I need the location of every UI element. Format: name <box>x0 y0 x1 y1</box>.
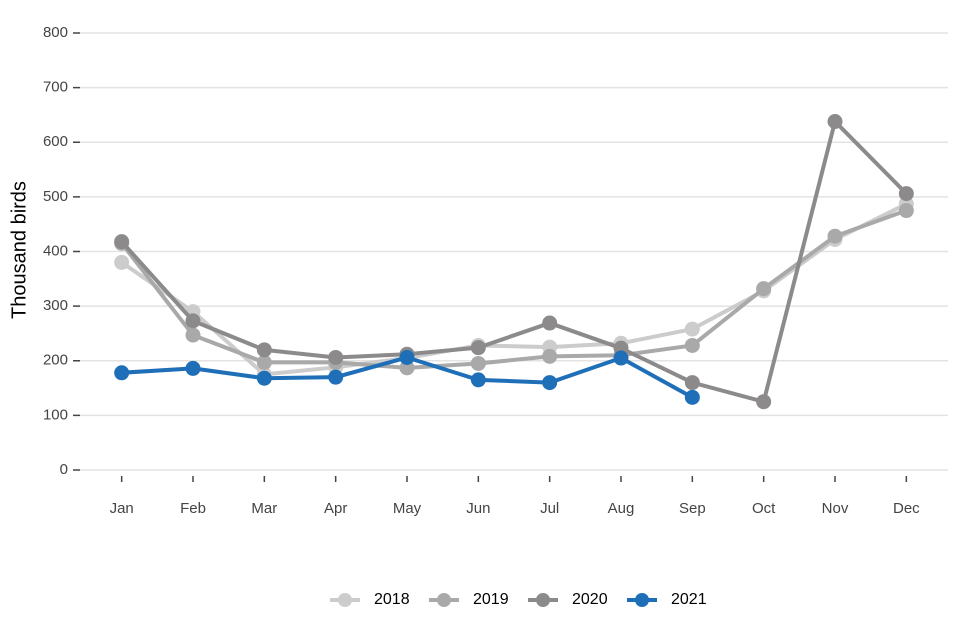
x-tick-label: Dec <box>893 500 920 517</box>
legend-item: 2021 <box>627 591 707 608</box>
data-point <box>684 389 700 405</box>
data-point <box>256 342 272 358</box>
data-point <box>756 394 772 410</box>
data-point <box>827 228 843 244</box>
data-point <box>684 375 700 391</box>
data-point <box>684 321 700 337</box>
legend-item: 2019 <box>429 591 509 608</box>
legend-marker <box>536 593 550 607</box>
data-point <box>185 313 201 329</box>
data-point <box>542 375 558 391</box>
legend-label: 2018 <box>374 591 410 608</box>
data-point <box>898 203 914 219</box>
series-line <box>120 208 908 370</box>
y-tick-label: 300 <box>43 297 68 314</box>
y-tick-label: 100 <box>43 406 68 423</box>
series-line <box>120 119 908 404</box>
legend-label: 2020 <box>572 591 608 608</box>
x-tick-label: Oct <box>752 500 776 517</box>
data-point <box>114 254 130 270</box>
data-point <box>684 337 700 353</box>
data-point <box>542 315 558 331</box>
x-tick-label: Nov <box>822 500 849 517</box>
data-point <box>256 370 272 386</box>
x-tick-label: Jul <box>540 500 559 517</box>
x-tick-label: Sep <box>679 500 706 517</box>
y-tick-label: 500 <box>43 188 68 205</box>
y-axis-label: Thousand birds <box>8 181 30 319</box>
x-tick-label: May <box>393 500 422 517</box>
data-point <box>470 372 486 388</box>
data-point <box>399 360 415 376</box>
y-tick-label: 400 <box>43 242 68 259</box>
data-point <box>613 350 629 366</box>
data-point <box>542 348 558 364</box>
data-point <box>185 327 201 343</box>
legend-label: 2019 <box>473 591 509 608</box>
x-tick-label: Jan <box>110 500 134 517</box>
x-tick-label: Apr <box>324 500 347 517</box>
data-point <box>185 360 201 376</box>
data-point <box>827 113 843 129</box>
legend-item: 2020 <box>528 591 608 608</box>
x-tick-label: Mar <box>251 500 277 517</box>
data-point <box>114 234 130 250</box>
data-point <box>470 355 486 371</box>
legend-item: 2018 <box>330 591 410 608</box>
data-point <box>256 354 272 370</box>
y-tick-label: 700 <box>43 79 68 96</box>
x-tick-label: Aug <box>608 500 635 517</box>
series-line <box>120 202 908 377</box>
data-point <box>114 365 130 381</box>
y-tick-label: 0 <box>60 461 68 478</box>
legend-marker <box>338 593 352 607</box>
y-tick-label: 200 <box>43 352 68 369</box>
data-point <box>399 349 415 365</box>
y-tick-label: 800 <box>43 24 68 41</box>
data-point <box>328 369 344 385</box>
data-point <box>756 281 772 297</box>
data-point <box>470 340 486 356</box>
legend-marker <box>635 593 649 607</box>
legend-marker <box>437 593 451 607</box>
data-point <box>898 186 914 202</box>
legend-label: 2021 <box>671 591 707 608</box>
data-point <box>328 349 344 365</box>
y-tick-label: 600 <box>43 133 68 150</box>
x-tick-label: Feb <box>180 500 206 517</box>
x-tick-label: Jun <box>466 500 490 517</box>
